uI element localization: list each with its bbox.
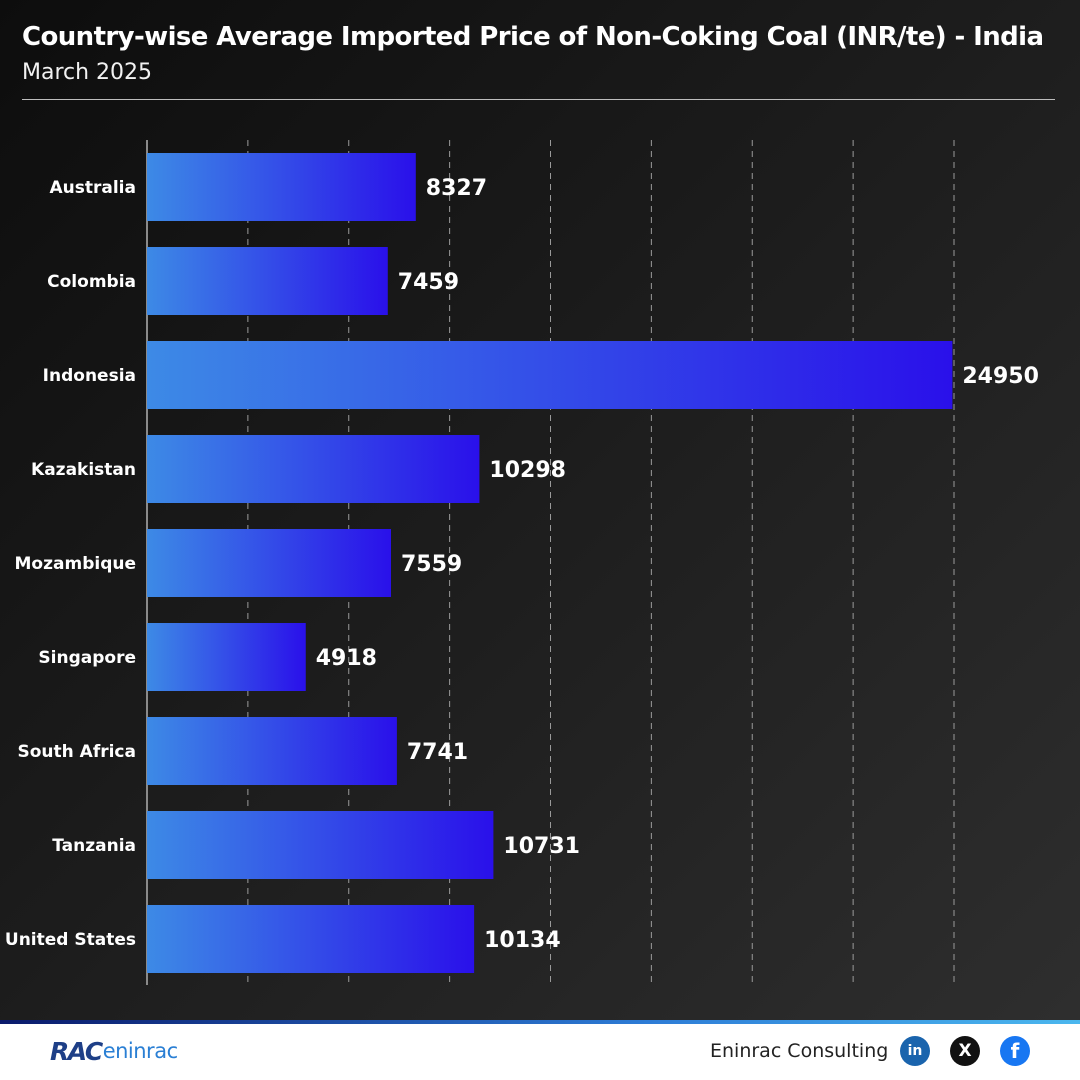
facebook-icon[interactable]: f <box>1000 1036 1030 1066</box>
linkedin-icon[interactable]: in <box>900 1036 930 1066</box>
category-label-mozambique: Mozambique <box>15 554 136 574</box>
value-label-tanzania: 10731 <box>503 834 580 859</box>
category-label-kazakistan: Kazakistan <box>31 460 136 480</box>
bar-mozambique <box>147 529 392 597</box>
category-label-south-africa: South Africa <box>18 742 137 762</box>
x-icon[interactable]: X <box>950 1036 980 1066</box>
category-label-united-states: United States <box>5 930 136 950</box>
value-label-indonesia: 24950 <box>962 364 1039 389</box>
value-label-australia: 8327 <box>426 176 487 201</box>
value-label-kazakistan: 10298 <box>489 458 566 483</box>
bar-united-states <box>147 905 475 973</box>
category-label-singapore: Singapore <box>38 648 136 668</box>
logo-brand-text: eninrac <box>102 1039 178 1063</box>
logo-rac-text: RAC <box>50 1036 103 1066</box>
value-label-mozambique: 7559 <box>401 552 462 577</box>
value-label-south-africa: 7741 <box>407 740 468 765</box>
category-label-colombia: Colombia <box>47 272 136 292</box>
category-label-indonesia: Indonesia <box>43 366 136 386</box>
bar-indonesia <box>147 341 953 409</box>
bar-south-africa <box>147 717 397 785</box>
value-label-united-states: 10134 <box>484 928 561 953</box>
footer: RAC eninrac Eninrac Consulting in X f <box>0 1020 1080 1080</box>
bar-chart: Australia 8327 Colombia 7459 Indonesia 24950 K… <box>5 140 1039 985</box>
value-label-colombia: 7459 <box>398 270 459 295</box>
bar-tanzania <box>147 811 494 879</box>
bar-singapore <box>147 623 306 691</box>
eninrac-logo: RAC eninrac <box>50 1036 178 1066</box>
title-divider <box>22 99 1055 100</box>
company-name: Eninrac Consulting <box>710 1040 889 1062</box>
value-label-singapore: 4918 <box>316 646 377 671</box>
footer-accent-line <box>0 1020 1080 1024</box>
bars: Australia 8327 Colombia 7459 Indonesia 24950 K… <box>5 153 1039 973</box>
chart-title: Country-wise Average Imported Price of N… <box>22 22 1044 52</box>
category-label-australia: Australia <box>50 178 137 198</box>
category-label-tanzania: Tanzania <box>52 836 136 856</box>
chart-subtitle: March 2025 <box>22 60 153 85</box>
bar-colombia <box>147 247 388 315</box>
bar-kazakistan <box>147 435 480 503</box>
bar-australia <box>147 153 416 221</box>
